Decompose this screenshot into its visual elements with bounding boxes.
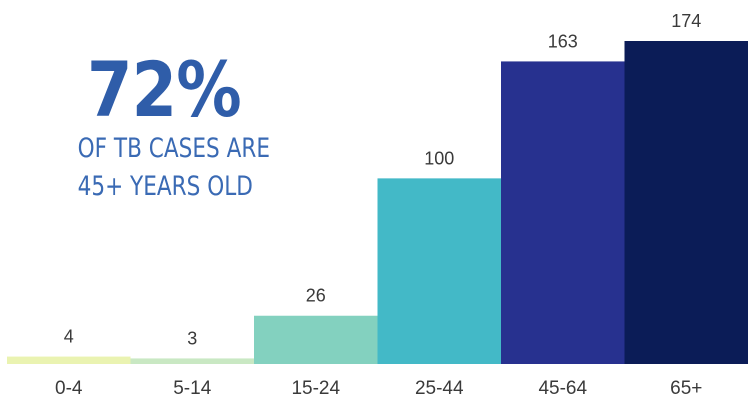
data-label-25-44: 100 [424,148,454,168]
bar-5-14 [130,358,254,364]
data-label-0-4: 4 [64,327,74,347]
x-tick-label-15-24: 15-24 [291,378,340,399]
bar-15-24 [254,315,378,364]
callout-line-1: OF TB CASES ARE [77,133,270,164]
x-tick-label-65-plus: 65+ [670,378,702,399]
callout-line-2: 45+ YEARS OLD [77,171,253,202]
x-tick-label-45-64: 45-64 [538,378,587,399]
x-tick-label-0-4: 0-4 [55,378,83,399]
callout-headline: 72% [87,45,242,134]
bar-45-64 [501,61,625,364]
bar-65-plus [624,41,748,364]
bar-0-4 [7,356,131,364]
data-label-45-64: 163 [548,31,578,51]
data-label-65-plus: 174 [671,11,701,31]
callout: 72% OF TB CASES ARE 45+ YEARS OLD [56,50,272,206]
data-label-5-14: 3 [187,328,197,348]
x-tick-label-25-44: 25-44 [415,378,464,399]
data-label-15-24: 26 [306,286,326,306]
bar-25-44 [377,178,501,364]
x-tick-label-5-14: 5-14 [173,378,211,399]
